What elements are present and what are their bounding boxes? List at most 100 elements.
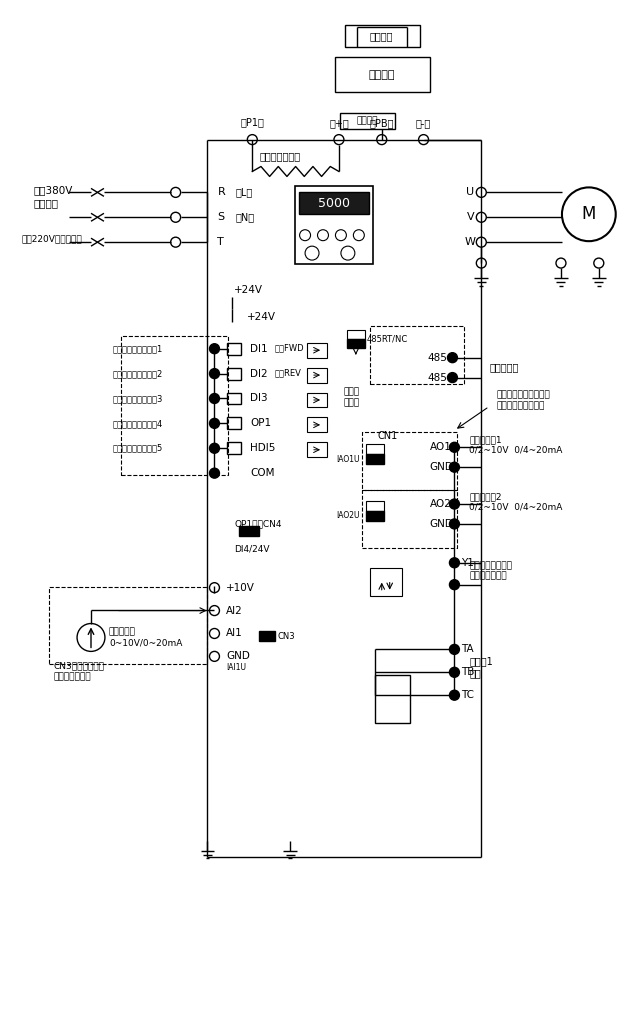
Text: DI2: DI2 bbox=[251, 369, 268, 379]
Text: 多功能数字输入端子3: 多功能数字输入端子3 bbox=[113, 394, 164, 403]
Text: （+）: （+） bbox=[329, 118, 349, 128]
Text: AO2: AO2 bbox=[430, 499, 451, 509]
Text: 多功能数字输入端子4: 多功能数字输入端子4 bbox=[113, 419, 163, 428]
Text: 模拟量输入
0~10V/0~20mA: 模拟量输入 0~10V/0~20mA bbox=[109, 628, 182, 647]
Text: 多功能数字输入端子1: 多功能数字输入端子1 bbox=[113, 344, 163, 353]
Text: M: M bbox=[582, 205, 596, 223]
Text: GND: GND bbox=[227, 651, 251, 662]
Bar bbox=[227, 392, 242, 404]
Text: TC: TC bbox=[461, 690, 475, 700]
Text: 匹配电
阻选择: 匹配电 阻选择 bbox=[344, 388, 360, 408]
Bar bbox=[366, 511, 384, 521]
Bar bbox=[299, 193, 369, 214]
Text: R: R bbox=[218, 187, 225, 198]
Text: GND: GND bbox=[430, 519, 453, 529]
Circle shape bbox=[450, 580, 459, 590]
Bar bbox=[295, 186, 373, 264]
Text: （直流电抗器）: （直流电抗器） bbox=[260, 152, 301, 162]
Bar bbox=[370, 567, 402, 596]
Bar bbox=[240, 526, 260, 536]
Text: 默认FWD: 默认FWD bbox=[274, 343, 304, 352]
Circle shape bbox=[209, 468, 220, 478]
Bar bbox=[227, 343, 242, 354]
Bar bbox=[307, 343, 327, 357]
Text: 模拟量输出1
0/2~10V  0/4~20mA: 模拟量输出1 0/2~10V 0/4~20mA bbox=[469, 435, 563, 455]
Circle shape bbox=[450, 442, 459, 453]
Bar bbox=[345, 26, 420, 47]
Text: DI3: DI3 bbox=[251, 393, 268, 403]
Circle shape bbox=[450, 558, 459, 567]
Bar bbox=[307, 392, 327, 408]
Bar bbox=[362, 432, 457, 490]
Text: Y1: Y1 bbox=[461, 558, 474, 567]
Text: 默认REV: 默认REV bbox=[274, 368, 301, 377]
Circle shape bbox=[450, 668, 459, 677]
Text: 多功能数字输入端子2: 多功能数字输入端子2 bbox=[113, 369, 163, 378]
Text: T: T bbox=[218, 238, 224, 247]
Text: 模拟量输出2
0/2~10V  0/4~20mA: 模拟量输出2 0/2~10V 0/4~20mA bbox=[469, 493, 563, 512]
Text: 5000: 5000 bbox=[318, 197, 350, 210]
Text: DI1: DI1 bbox=[251, 344, 268, 353]
Text: W: W bbox=[465, 238, 476, 247]
Text: 三相380V: 三相380V bbox=[33, 185, 73, 196]
Text: 485RT/NC: 485RT/NC bbox=[367, 334, 408, 343]
Text: 制动单元: 制动单元 bbox=[368, 70, 395, 80]
Text: IAO1U: IAO1U bbox=[336, 455, 360, 464]
Circle shape bbox=[450, 519, 459, 529]
Text: S: S bbox=[218, 212, 225, 222]
Text: V: V bbox=[466, 212, 474, 222]
Bar bbox=[347, 330, 365, 339]
Bar bbox=[340, 113, 395, 129]
Bar bbox=[49, 587, 207, 665]
Text: 制动电阻: 制动电阻 bbox=[370, 31, 393, 41]
Bar bbox=[362, 490, 457, 548]
Text: TA: TA bbox=[461, 644, 474, 654]
Text: CN1: CN1 bbox=[378, 431, 398, 441]
Text: TB: TB bbox=[461, 668, 475, 677]
Bar bbox=[260, 632, 275, 641]
Circle shape bbox=[209, 393, 220, 403]
Circle shape bbox=[209, 443, 220, 454]
Text: U: U bbox=[466, 187, 475, 198]
Text: 制动电阻: 制动电阻 bbox=[356, 116, 377, 125]
Circle shape bbox=[450, 499, 459, 509]
Text: IAO2U: IAO2U bbox=[336, 511, 360, 520]
Bar bbox=[375, 675, 410, 723]
Bar bbox=[347, 339, 365, 348]
Text: GND: GND bbox=[430, 462, 453, 472]
Bar bbox=[366, 444, 384, 455]
Bar bbox=[227, 442, 242, 455]
Text: IAI1U: IAI1U bbox=[227, 663, 247, 672]
Text: 继电器1
输出: 继电器1 输出 bbox=[469, 656, 493, 678]
Text: 单相220V电源输入）: 单相220V电源输入） bbox=[21, 234, 82, 244]
Text: OP1跳线CN4: OP1跳线CN4 bbox=[234, 519, 282, 528]
Text: DI4/24V: DI4/24V bbox=[234, 545, 270, 553]
Bar bbox=[307, 418, 327, 432]
Text: 模拟输出电压型或电流
型通过拨动开关选择: 模拟输出电压型或电流 型通过拨动开关选择 bbox=[497, 391, 550, 411]
Bar bbox=[227, 418, 242, 429]
Text: +24V: +24V bbox=[247, 312, 276, 322]
Text: （L）: （L） bbox=[235, 187, 252, 198]
Text: 485-: 485- bbox=[428, 373, 451, 383]
Bar bbox=[366, 455, 384, 464]
Text: +24V: +24V bbox=[234, 285, 263, 295]
Bar bbox=[307, 442, 327, 458]
Bar bbox=[121, 336, 229, 475]
Text: （PB）: （PB） bbox=[370, 118, 394, 128]
Text: 多功能数字输入端子5: 多功能数字输入端子5 bbox=[113, 443, 163, 453]
Text: 串行通讯口: 串行通讯口 bbox=[489, 362, 518, 373]
Text: AO1: AO1 bbox=[430, 442, 451, 453]
Text: HDI5: HDI5 bbox=[251, 443, 276, 454]
Text: （N）: （N） bbox=[235, 212, 254, 222]
Text: AI2: AI2 bbox=[227, 605, 243, 615]
Bar bbox=[366, 501, 384, 511]
Text: COM: COM bbox=[251, 468, 275, 478]
Circle shape bbox=[450, 690, 459, 700]
Text: CN3拨码开关选择
电压或电流给定: CN3拨码开关选择 电压或电流给定 bbox=[53, 662, 104, 681]
Text: 电源输入: 电源输入 bbox=[33, 199, 58, 208]
Circle shape bbox=[448, 373, 457, 383]
Text: +10V: +10V bbox=[227, 583, 255, 593]
Text: （-）: （-） bbox=[416, 118, 431, 128]
Text: 485+: 485+ bbox=[428, 352, 456, 362]
Text: 多功能双极性开路
集电极输出端子: 多功能双极性开路 集电极输出端子 bbox=[469, 561, 513, 581]
